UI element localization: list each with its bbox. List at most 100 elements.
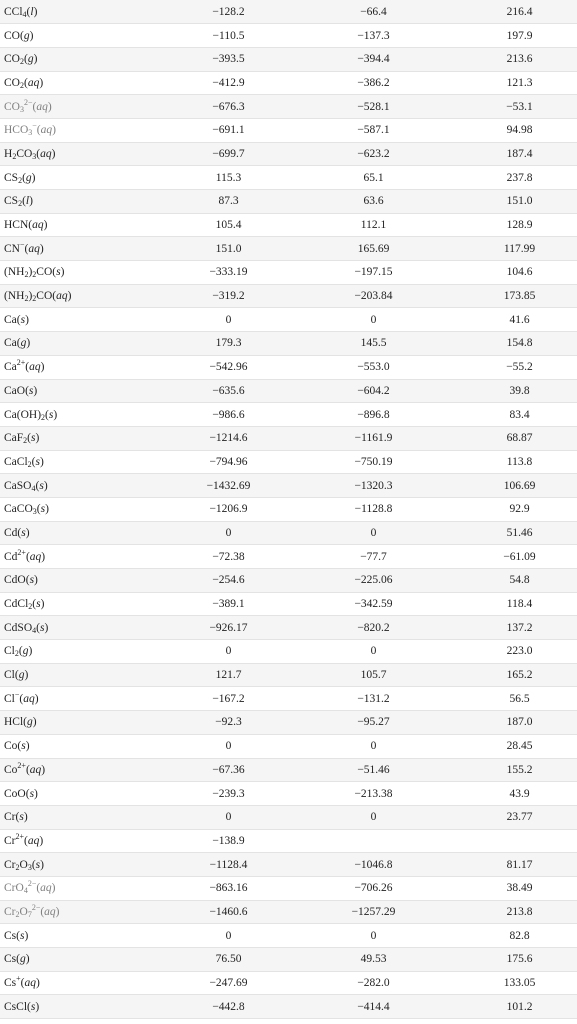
gibbs-energy-cell: −528.1 [301, 94, 446, 119]
entropy-cell: 106.69 [446, 473, 577, 498]
gibbs-energy-cell: −623.2 [301, 142, 446, 167]
substance-cell: CsCl(s) [0, 994, 144, 1020]
gibbs-energy-cell: −137.3 [301, 23, 446, 48]
gibbs-energy-cell: −203.84 [301, 284, 446, 309]
gibbs-energy-cell: 49.53 [301, 947, 446, 972]
table-row: CrO42−(aq) −863.16 −706.26 38.49 [0, 876, 577, 901]
enthalpy-cell: 87.3 [144, 189, 301, 214]
substance-cell: Cr(s) [0, 805, 144, 830]
gibbs-energy-cell: −131.2 [301, 686, 446, 712]
gibbs-energy-cell: 65.1 [301, 165, 446, 190]
enthalpy-cell: −128.2 [144, 0, 301, 25]
gibbs-energy-cell: 0 [301, 734, 446, 759]
entropy-cell: 223.0 [446, 639, 577, 664]
substance-cell: Co2+(aq) [0, 758, 144, 783]
substance-cell: CaO(s) [0, 379, 144, 404]
entropy-cell: −55.2 [446, 355, 577, 380]
table-row: Cr(s) 0 0 23.77 [0, 805, 577, 830]
gibbs-energy-cell: −95.27 [301, 710, 446, 735]
entropy-cell: 82.8 [446, 923, 577, 948]
table-row: CdCl2(s) −389.1 −342.59 118.4 [0, 592, 577, 617]
enthalpy-cell: 0 [144, 521, 301, 546]
enthalpy-cell: −254.6 [144, 568, 301, 593]
substance-cell: HCN(aq) [0, 213, 144, 238]
entropy-cell: −61.09 [446, 544, 577, 569]
entropy-cell: 187.4 [446, 142, 577, 167]
gibbs-energy-cell [301, 829, 446, 854]
table-row: CO(g) −110.5 −137.3 197.9 [0, 23, 577, 48]
entropy-cell: 113.8 [446, 450, 577, 475]
entropy-cell: 151.0 [446, 189, 577, 214]
substance-cell: H2CO3(aq) [0, 142, 144, 167]
substance-cell: CaCO3(s) [0, 497, 144, 522]
table-row: Cd2+(aq) −72.38 −77.7 −61.09 [0, 544, 577, 569]
enthalpy-cell: 0 [144, 307, 301, 333]
table-row: Cl2(g) 0 0 223.0 [0, 639, 577, 664]
gibbs-energy-cell: −414.4 [301, 994, 446, 1020]
substance-cell: CdO(s) [0, 568, 144, 593]
gibbs-energy-cell: −394.4 [301, 47, 446, 72]
gibbs-energy-cell: −282.0 [301, 971, 446, 996]
enthalpy-cell: 0 [144, 639, 301, 664]
entropy-cell: 28.45 [446, 734, 577, 759]
enthalpy-cell: 0 [144, 805, 301, 830]
enthalpy-cell: −635.6 [144, 379, 301, 404]
enthalpy-cell: −691.1 [144, 118, 301, 143]
gibbs-energy-cell: 112.1 [301, 213, 446, 238]
gibbs-energy-cell: 0 [301, 639, 446, 664]
enthalpy-cell: −1128.4 [144, 852, 301, 877]
table-row: HCO3−(aq) −691.1 −587.1 94.98 [0, 118, 577, 143]
table-row: CsCl(s) −442.8 −414.4 101.2 [0, 994, 577, 1020]
gibbs-energy-cell: −51.46 [301, 758, 446, 783]
entropy-cell [446, 829, 577, 854]
enthalpy-cell: −1432.69 [144, 473, 301, 498]
enthalpy-cell: 179.3 [144, 331, 301, 356]
entropy-cell: 155.2 [446, 758, 577, 783]
enthalpy-cell: −926.17 [144, 615, 301, 641]
substance-cell: CrO42−(aq) [0, 876, 144, 901]
enthalpy-cell: 105.4 [144, 213, 301, 238]
table-row: H2CO3(aq) −699.7 −623.2 187.4 [0, 142, 577, 167]
table-row: Cs(s) 0 0 82.8 [0, 923, 577, 948]
enthalpy-cell: −1206.9 [144, 497, 301, 522]
table-row: Ca(OH)2(s) −986.6 −896.8 83.4 [0, 402, 577, 427]
table-row: Cd(s) 0 0 51.46 [0, 521, 577, 546]
enthalpy-cell: −389.1 [144, 592, 301, 617]
enthalpy-cell: −1214.6 [144, 426, 301, 451]
gibbs-energy-cell: −820.2 [301, 615, 446, 641]
substance-cell: Co(s) [0, 734, 144, 759]
table-row: Cl−(aq) −167.2 −131.2 56.5 [0, 686, 577, 712]
entropy-cell: 154.8 [446, 331, 577, 356]
enthalpy-cell: −72.38 [144, 544, 301, 569]
substance-cell: CO32−(aq) [0, 94, 144, 119]
entropy-cell: 197.9 [446, 23, 577, 48]
entropy-cell: 101.2 [446, 994, 577, 1020]
enthalpy-cell: −794.96 [144, 450, 301, 475]
entropy-cell: 38.49 [446, 876, 577, 901]
table-row: CaF2(s) −1214.6 −1161.9 68.87 [0, 426, 577, 451]
entropy-cell: 43.9 [446, 781, 577, 806]
entropy-cell: 121.3 [446, 71, 577, 96]
table-row: Ca2+(aq) −542.96 −553.0 −55.2 [0, 355, 577, 380]
table-row: Ca(g) 179.3 145.5 154.8 [0, 331, 577, 356]
table-row: Co(s) 0 0 28.45 [0, 734, 577, 759]
entropy-cell: 56.5 [446, 686, 577, 712]
table-row: Cr2O3(s) −1128.4 −1046.8 81.17 [0, 852, 577, 877]
substance-cell: Cr2O72−(aq) [0, 900, 144, 925]
gibbs-energy-cell: −1161.9 [301, 426, 446, 451]
substance-cell: CoO(s) [0, 781, 144, 806]
entropy-cell: 41.6 [446, 307, 577, 333]
entropy-cell: 39.8 [446, 379, 577, 404]
entropy-cell: 187.0 [446, 710, 577, 735]
gibbs-energy-cell: −604.2 [301, 379, 446, 404]
table-row: CS2(l) 87.3 63.6 151.0 [0, 189, 577, 214]
enthalpy-cell: −542.96 [144, 355, 301, 380]
gibbs-energy-cell: 105.7 [301, 663, 446, 688]
entropy-cell: 237.8 [446, 165, 577, 190]
enthalpy-cell: −138.9 [144, 829, 301, 854]
enthalpy-cell: −247.69 [144, 971, 301, 996]
gibbs-energy-cell: −225.06 [301, 568, 446, 593]
substance-cell: CO(g) [0, 23, 144, 48]
